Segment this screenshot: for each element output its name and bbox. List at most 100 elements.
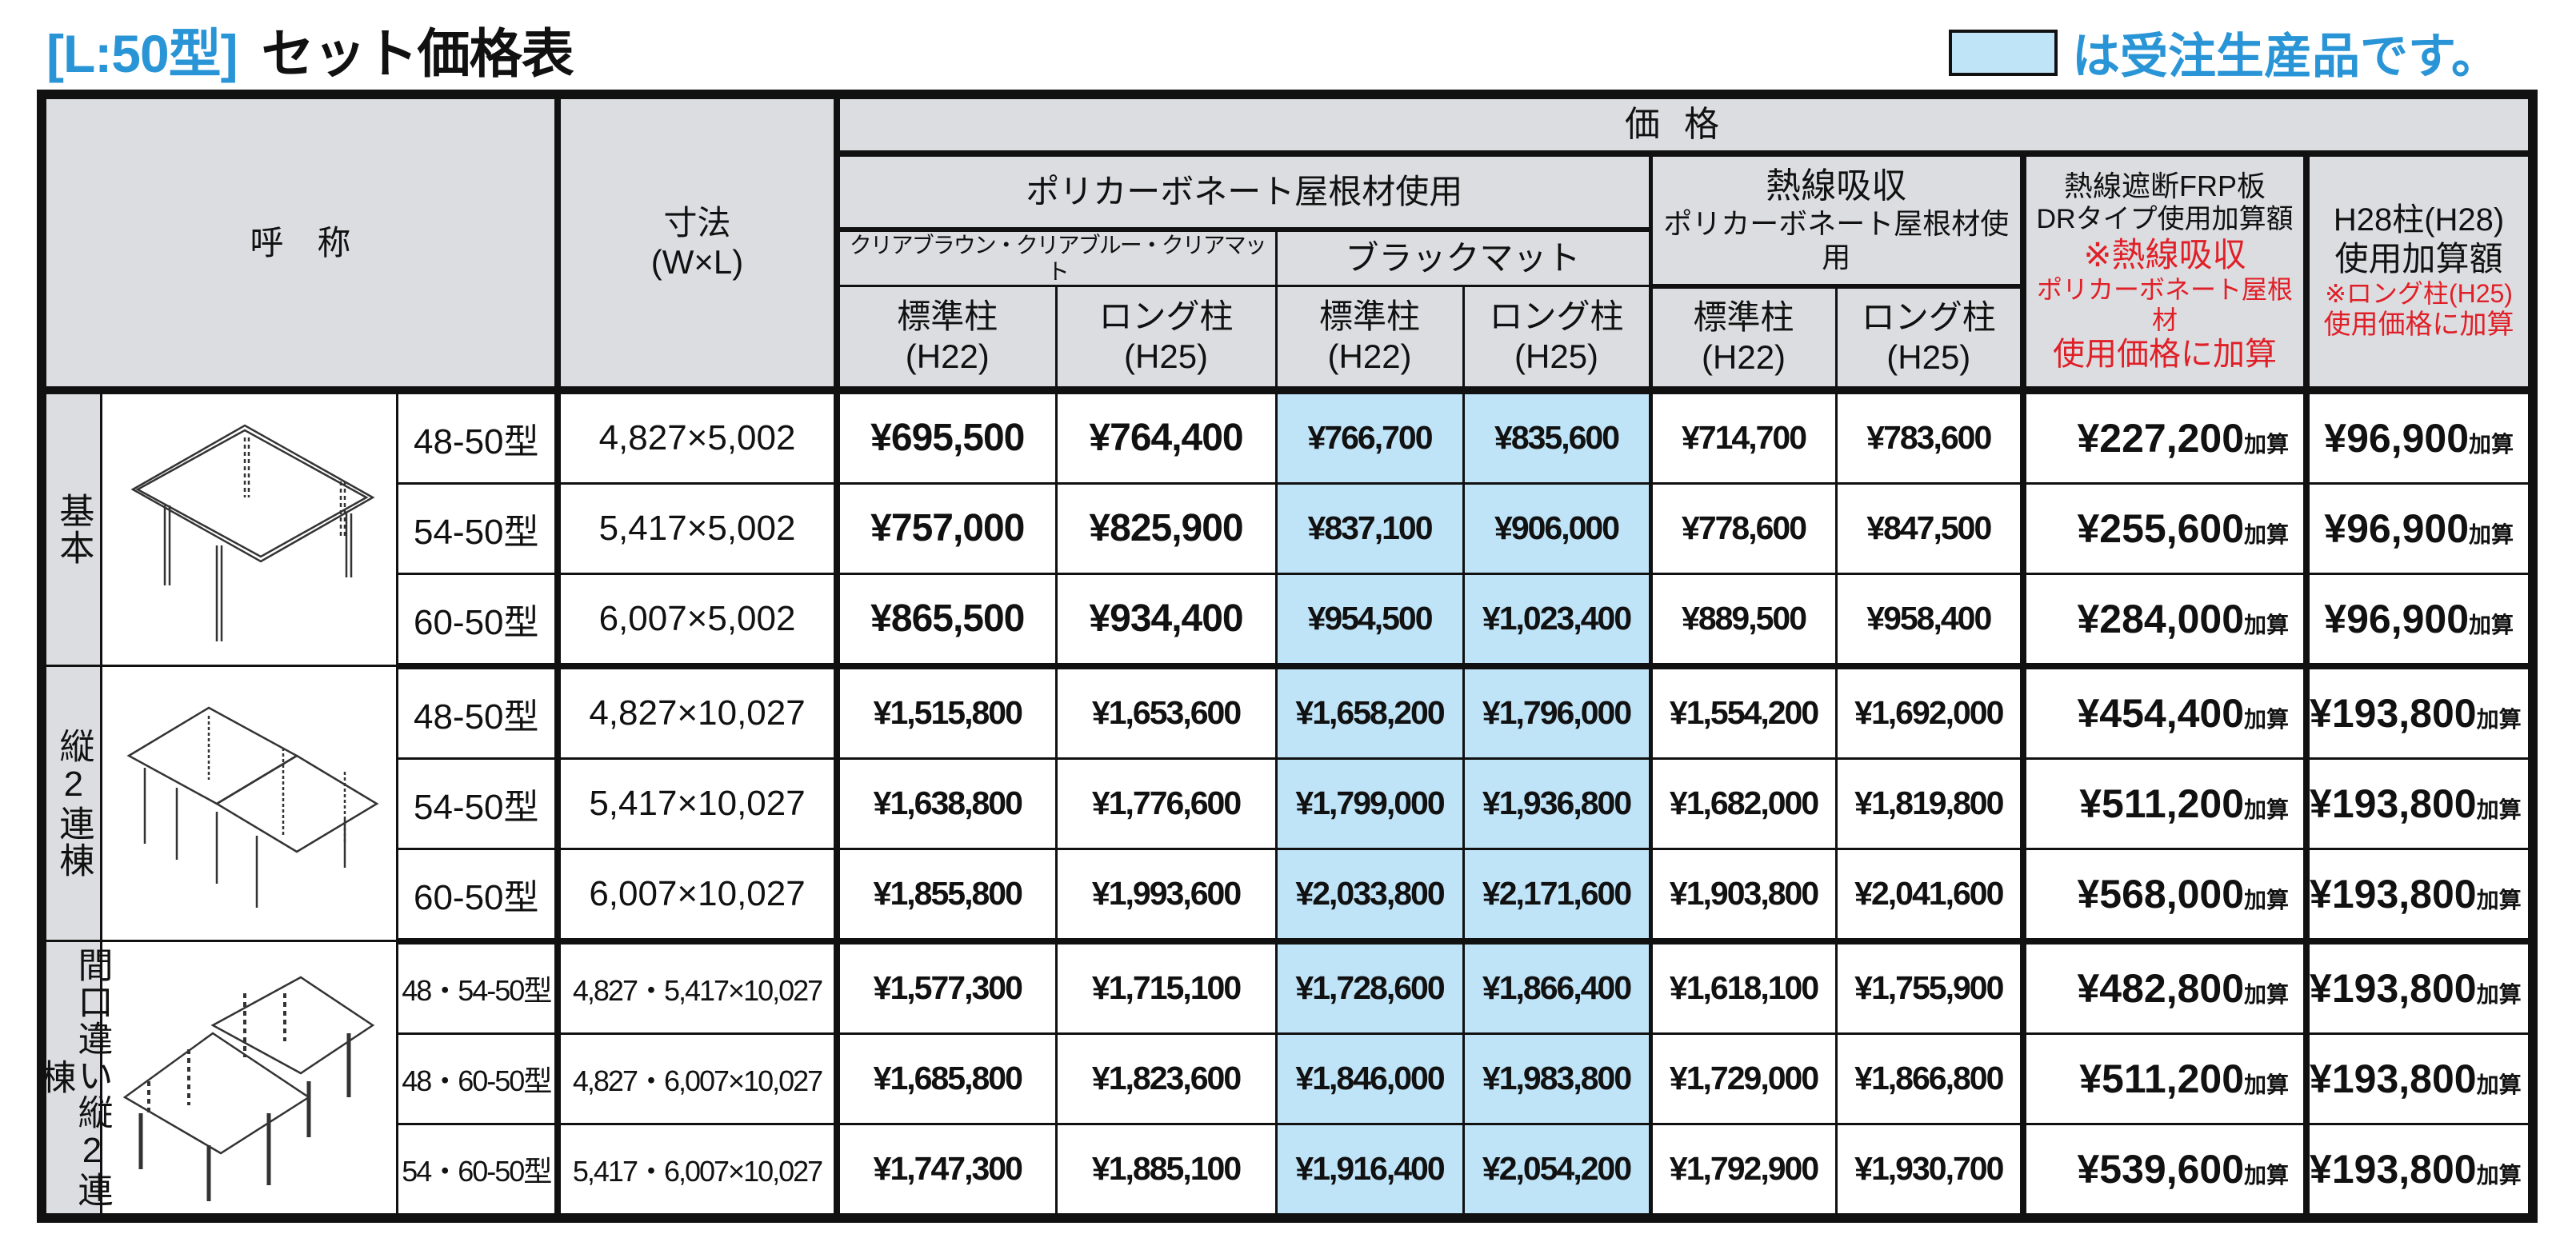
post-label: 標準柱 xyxy=(897,298,998,336)
dimensions: 4,827・6,007×10,027 xyxy=(554,1032,841,1125)
table-row: 48・60-50型 4,827・6,007×10,027 ¥1,685,800 ¥1,… xyxy=(42,1032,2534,1125)
price-cell: ¥1,776,600 xyxy=(1054,757,1278,850)
title-text: セット価格表 xyxy=(261,24,574,83)
price-cell: ¥1,993,600 xyxy=(1054,847,1278,944)
post-label: ロング柱 xyxy=(1861,298,1996,337)
h28-amount: ¥193,800 xyxy=(2310,965,2477,1011)
price-cell: ¥837,100 xyxy=(1274,481,1465,575)
model-name: 48-50型 xyxy=(395,389,559,485)
header-frp-note-1: ※熱線吸収 xyxy=(2083,236,2246,274)
model-name: 54-50型 xyxy=(395,757,559,850)
frp-amount: ¥539,600 xyxy=(2077,1146,2245,1192)
price-cell: ¥1,638,800 xyxy=(835,757,1058,850)
price-cell: ¥778,600 xyxy=(1648,481,1838,575)
header-polycarbonate: ポリカーボネート屋根材使用 xyxy=(835,152,1653,232)
price-cell: ¥1,729,000 xyxy=(1648,1032,1838,1125)
header-heat-absorb-2: ポリカーボネート屋根材使用 xyxy=(1663,206,2010,274)
header-standard-post: 標準柱 (H22) xyxy=(1649,285,1838,394)
price-cell: ¥2,171,600 xyxy=(1462,847,1652,944)
h28-add-price: ¥96,900加算 xyxy=(2303,389,2534,485)
header-price: 価格 xyxy=(835,93,2534,157)
price-cell: ¥1,866,400 xyxy=(1462,940,1652,1035)
add-suffix: 加算 xyxy=(2244,887,2290,913)
add-suffix: 加算 xyxy=(2476,981,2522,1007)
price-cell: ¥835,600 xyxy=(1462,389,1652,485)
price-cell: ¥1,819,800 xyxy=(1834,757,2025,850)
model-code: [L:50型] xyxy=(46,24,238,83)
header-frp-note-3: 使用価格に加算 xyxy=(2053,336,2278,372)
price-cell: ¥1,885,100 xyxy=(1054,1122,1278,1221)
price-cell: ¥1,577,300 xyxy=(835,940,1058,1035)
price-cell: ¥1,715,100 xyxy=(1054,940,1278,1035)
dimensions: 6,007×10,027 xyxy=(554,847,841,944)
header-h28-note-2: 使用価格に加算 xyxy=(2323,310,2514,341)
add-suffix: 加算 xyxy=(2244,612,2290,637)
header-long-post: ロング柱 (H25) xyxy=(1054,285,1278,394)
add-suffix: 加算 xyxy=(2476,1072,2522,1097)
add-suffix: 加算 xyxy=(2469,612,2514,637)
frp-add-price: ¥482,800加算 xyxy=(2020,940,2308,1035)
dimensions: 6,007×5,002 xyxy=(554,572,841,669)
price-cell: ¥2,054,200 xyxy=(1462,1122,1652,1221)
frp-amount: ¥511,200 xyxy=(2079,781,2245,826)
header-size: 寸法 (W×L) xyxy=(554,93,841,394)
header-heat-absorb-1: 熱線吸収 xyxy=(1766,166,1907,206)
h28-add-price: ¥96,900加算 xyxy=(2303,481,2534,575)
frp-add-price: ¥255,600加算 xyxy=(2020,481,2308,575)
price-cell: ¥958,400 xyxy=(1834,572,2025,669)
add-suffix: 加算 xyxy=(2244,1072,2290,1097)
header-h28-2: 使用加算額 xyxy=(2334,240,2503,278)
frp-add-price: ¥511,200加算 xyxy=(2020,1032,2308,1125)
add-suffix: 加算 xyxy=(2469,521,2514,547)
add-suffix: 加算 xyxy=(2469,431,2514,457)
header-name: 呼 称 xyxy=(40,93,559,394)
dimensions: 5,417・6,007×10,027 xyxy=(554,1122,841,1221)
h28-add-price: ¥193,800加算 xyxy=(2303,940,2534,1035)
price-cell: ¥766,700 xyxy=(1274,389,1465,485)
model-name: 60-50型 xyxy=(395,572,559,669)
post-label: ロング柱 xyxy=(1098,298,1234,336)
post-height: (H25) xyxy=(1514,337,1599,375)
legend-text: は受注生産品です。 xyxy=(2072,30,2499,83)
table-row: 60-50型 6,007×10,027 ¥1,855,800 ¥1,993,600 ¥2… xyxy=(42,847,2534,944)
offset-double-carport-icon xyxy=(99,940,398,1220)
frp-amount: ¥284,000 xyxy=(2077,596,2245,641)
model-name: 60-50型 xyxy=(395,847,559,944)
header-black-matte: ブラックマット xyxy=(1274,228,1653,288)
table-row: 間口違い縦2連棟 48・54-50型 4,827・5,417×10,027 ¥1,57… xyxy=(35,940,2534,1220)
price-cell: ¥1,903,800 xyxy=(1648,847,1838,944)
header-frp-note-2: ポリカーボネート屋根材 xyxy=(2037,275,2294,334)
price-cell: ¥954,500 xyxy=(1274,572,1465,669)
h28-amount: ¥193,800 xyxy=(2310,781,2477,826)
price-cell: ¥1,747,300 xyxy=(835,1122,1058,1221)
frp-amount: ¥568,000 xyxy=(2077,871,2245,917)
dimensions: 5,417×10,027 xyxy=(554,757,841,850)
price-table: 呼 称 寸法 (W×L) 価格 ポリカーボネート屋根材使用 熱線吸収 ポリカーボ… xyxy=(35,90,2538,1223)
header-h28-1: H28柱(H28) xyxy=(2333,202,2505,238)
frp-amount: ¥482,800 xyxy=(2077,965,2245,1011)
post-height: (H25) xyxy=(1124,337,1209,375)
table-row: 基本 48-50型 4,827×5,002 ¥695,500 ¥764,400 ¥766,… xyxy=(40,389,2534,668)
price-cell: ¥1,936,800 xyxy=(1462,757,1652,850)
legend-swatch xyxy=(1949,29,2058,76)
header-frp-1: 熱線遮断FRP板 xyxy=(2064,169,2266,202)
price-cell: ¥714,700 xyxy=(1648,389,1838,485)
frp-amount: ¥511,200 xyxy=(2079,1056,2245,1101)
price-cell: ¥1,866,800 xyxy=(1834,1032,2025,1125)
h28-amount: ¥96,900 xyxy=(2324,415,2470,461)
h28-amount: ¥96,900 xyxy=(2324,596,2470,641)
model-name: 54-50型 xyxy=(395,481,559,575)
frp-amount: ¥454,400 xyxy=(2077,690,2245,736)
price-cell: ¥1,682,000 xyxy=(1648,757,1838,850)
price-cell: ¥1,983,800 xyxy=(1462,1032,1652,1125)
dimensions: 4,827・5,417×10,027 xyxy=(554,940,841,1035)
model-name: 48・60-50型 xyxy=(395,1032,559,1125)
price-cell: ¥757,000 xyxy=(835,481,1058,575)
price-cell: ¥1,846,000 xyxy=(1274,1032,1465,1125)
dimensions: 4,827×5,002 xyxy=(554,389,841,485)
h28-add-price: ¥193,800加算 xyxy=(2303,847,2534,944)
h28-add-price: ¥193,800加算 xyxy=(2303,1032,2534,1125)
model-name: 48-50型 xyxy=(395,665,559,760)
price-cell: ¥906,000 xyxy=(1462,481,1652,575)
price-cell: ¥1,618,100 xyxy=(1648,940,1838,1035)
